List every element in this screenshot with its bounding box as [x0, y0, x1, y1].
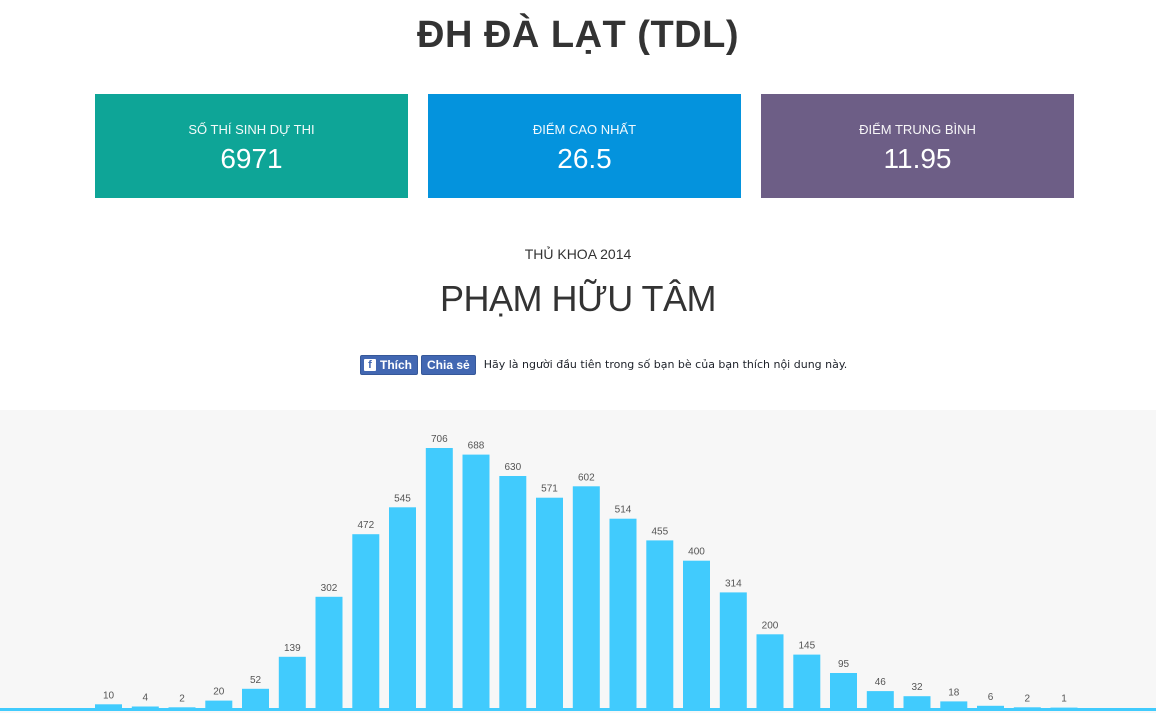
- chart-data-label: 472: [357, 520, 374, 531]
- chart-data-label: 630: [504, 462, 521, 473]
- chart-bar: [793, 654, 821, 708]
- max-score-card: ĐIỂM CAO NHẤT 26.5: [428, 94, 741, 198]
- chart-bar: [866, 691, 894, 708]
- candidates-value: 6971: [220, 143, 283, 174]
- chart-bar: [572, 486, 600, 708]
- facebook-like-prompt: Hãy là người đầu tiên trong số bạn bè củ…: [483, 358, 848, 371]
- valedictorian-caption: THỦ KHOA 2014: [524, 246, 632, 262]
- chart-data-label: 52: [250, 675, 262, 686]
- chart-bar: [278, 656, 306, 708]
- facebook-like-button[interactable]: f Thích: [360, 354, 418, 375]
- chart-bar: [683, 560, 710, 708]
- chart-data-label: 20: [213, 687, 225, 698]
- like-button-label: Thích: [380, 357, 412, 372]
- chart-data-label: 706: [431, 434, 448, 445]
- valedictorian-name: PHẠM HỮU TÂM: [439, 278, 717, 319]
- chart-bar: [462, 454, 490, 708]
- max-score-label: ĐIỂM CAO NHẤT: [532, 122, 637, 137]
- chart-bar: [756, 634, 784, 708]
- chart-bar: [315, 596, 343, 708]
- chart-bar: [95, 704, 122, 708]
- chart-bar: [168, 707, 196, 708]
- chart-data-label: 455: [651, 526, 668, 537]
- chart-data-label: 400: [688, 547, 705, 558]
- avg-score-value: 11.95: [883, 143, 952, 174]
- share-button-label: Chia sẻ: [427, 357, 470, 372]
- chart-data-label: 2: [179, 693, 185, 704]
- score-distribution-svg: 10 4 2 20 52 139 302 472 545 706 688 630 571 602 514 45…: [0, 434, 1156, 711]
- facebook-social-plugin: f Thích Chia sẻ Hãy là người đầu tiên tr…: [360, 354, 847, 375]
- chart-bar: [352, 534, 380, 708]
- chart-data-label: 1: [1061, 694, 1067, 705]
- chart-data-label: 6: [988, 692, 994, 703]
- chart-bar: [1013, 707, 1041, 708]
- chart-data-label: 302: [321, 583, 338, 594]
- avg-score-label: ĐIỂM TRUNG BÌNH: [859, 122, 976, 137]
- chart-data-label: 545: [394, 493, 411, 504]
- chart-bar: [242, 688, 269, 708]
- school-title: ĐH ĐÀ LẠT (TDL): [417, 14, 739, 56]
- chart-data-label: 314: [725, 578, 742, 589]
- chart-data-label: 18: [948, 687, 960, 698]
- chart-data-label: 602: [578, 472, 595, 483]
- chart-baseline: [0, 708, 1156, 711]
- chart-bar: [830, 673, 857, 708]
- chart-bar: [131, 706, 159, 708]
- chart-bar: [646, 540, 674, 708]
- chart-data-label: 571: [541, 484, 558, 495]
- facebook-icon: f: [364, 358, 376, 371]
- chart-bar: [425, 448, 453, 708]
- chart-data-label: 139: [284, 643, 301, 654]
- chart-bar: [389, 507, 416, 708]
- score-distribution-chart: 10 4 2 20 52 139 302 472 545 706 688 630 571 602 514 45…: [0, 410, 1156, 713]
- chart-bar: [719, 592, 747, 708]
- chart-data-label: 200: [762, 620, 779, 631]
- chart-data-label: 145: [798, 641, 815, 652]
- chart-bar: [977, 705, 1004, 708]
- chart-data-label: 688: [468, 441, 485, 452]
- chart-bar: [536, 497, 563, 708]
- candidates-card: SỐ THÍ SINH DỰ THI 6971: [95, 94, 408, 198]
- chart-data-label: 46: [875, 677, 887, 688]
- chart-data-label: 4: [143, 693, 149, 704]
- chart-data-label: 10: [103, 690, 115, 701]
- chart-data-label: 514: [615, 505, 632, 516]
- chart-bar: [903, 696, 931, 708]
- chart-bar: [499, 476, 527, 708]
- chart-bar: [940, 701, 968, 708]
- candidates-label: SỐ THÍ SINH DỰ THI: [188, 122, 315, 137]
- chart-data-label: 2: [1025, 693, 1031, 704]
- chart-bar: [205, 700, 233, 708]
- facebook-share-button[interactable]: Chia sẻ: [421, 354, 476, 375]
- chart-data-label: 95: [838, 659, 850, 670]
- chart-data-label: 32: [911, 682, 923, 693]
- max-score-value: 26.5: [557, 143, 612, 174]
- avg-score-card: ĐIỂM TRUNG BÌNH 11.95: [761, 94, 1074, 198]
- chart-bar: [609, 518, 637, 708]
